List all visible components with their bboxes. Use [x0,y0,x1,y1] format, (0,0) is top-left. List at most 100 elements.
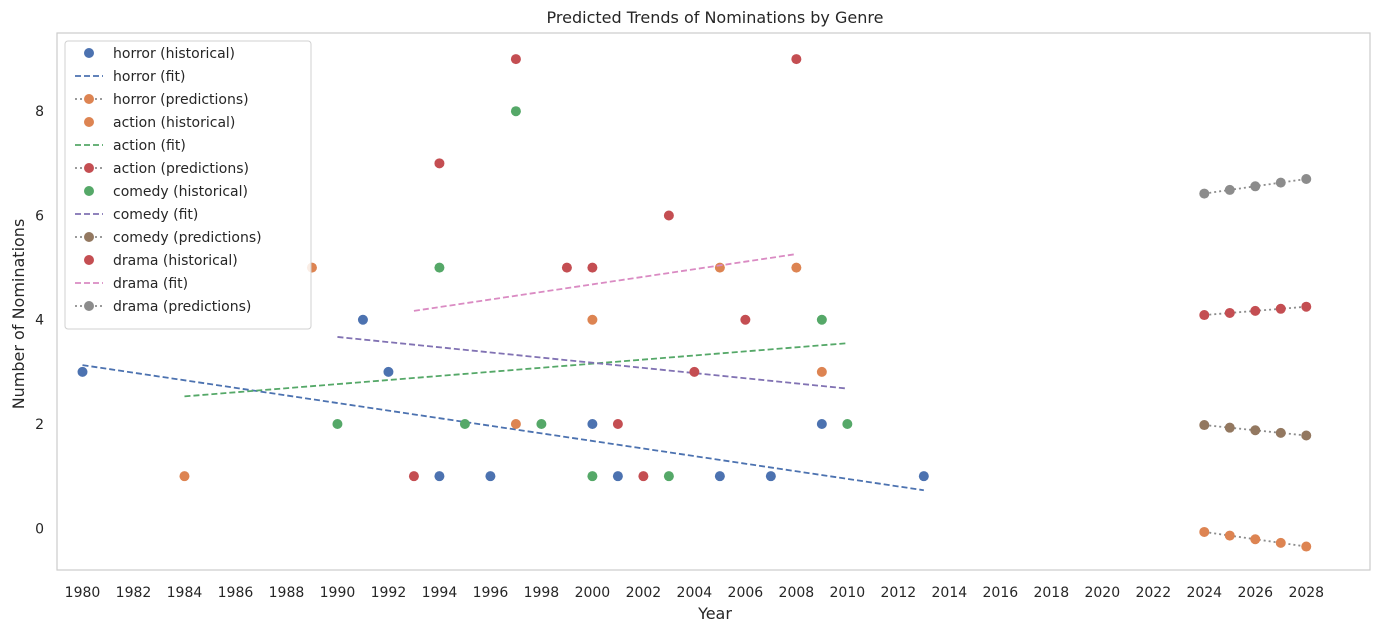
x-tick-label: 1986 [218,585,254,601]
x-tick-label: 2010 [830,585,866,601]
data-point [816,366,827,377]
series-2 [1199,526,1312,552]
data-point [77,366,88,377]
data-point [1301,541,1312,552]
x-tick-label: 1988 [269,585,305,601]
data-point [612,419,623,430]
y-tick-label: 6 [35,208,44,224]
data-point [485,471,496,482]
legend-marker-swatch [84,163,94,173]
data-point [816,314,827,325]
data-point [842,419,853,430]
data-point [1224,422,1235,433]
y-tick-label: 2 [35,417,44,433]
x-tick-label: 2020 [1084,585,1120,601]
chart-title: Predicted Trends of Nominations by Genre [547,8,884,27]
series-line [337,336,848,390]
data-point [536,419,547,430]
data-point [918,471,929,482]
legend-item: comedy (fit) [75,207,198,223]
data-point [587,471,598,482]
data-point [1275,177,1286,188]
data-point [1199,188,1210,199]
series-6 [332,106,853,482]
data-point [587,262,598,273]
data-point [1224,307,1235,318]
legend-item: drama (fit) [75,276,188,292]
data-point [1275,303,1286,314]
series-8 [1199,420,1312,441]
data-point [663,210,674,221]
legend-item: action (historical) [84,115,235,131]
x-tick-label: 2002 [626,585,662,601]
legend-marker-swatch [84,186,94,196]
x-tick-label: 1980 [65,585,101,601]
data-point [1250,305,1261,316]
legend-marker-swatch [84,94,94,104]
data-point [510,106,521,117]
x-tick-label: 2026 [1237,585,1273,601]
legend-item: horror (predictions) [75,92,249,108]
y-tick-label: 0 [35,521,44,537]
data-point [1199,310,1210,321]
plot-area [77,54,1312,552]
data-point [791,54,802,65]
data-point [1224,184,1235,195]
data-point [587,419,598,430]
legend-marker-swatch [84,232,94,242]
x-tick-label: 1994 [422,585,458,601]
x-tick-label: 2012 [881,585,917,601]
legend-label: comedy (historical) [113,184,248,200]
data-point [1301,430,1312,441]
data-point [1250,534,1261,545]
data-point [179,471,190,482]
legend-label: drama (fit) [113,276,188,292]
data-point [663,471,674,482]
legend-item: action (predictions) [75,161,249,177]
x-axis: 1980 1982 1984 1986 1988 1990 1992 1994 1996 1998… [65,585,1324,601]
series-line [413,253,797,312]
legend-label: action (historical) [113,115,235,131]
legend-item: horror (fit) [75,69,185,85]
x-tick-label: 2000 [575,585,611,601]
legend-item: horror (historical) [84,46,235,62]
x-tick-label: 2006 [728,585,764,601]
x-tick-label: 2004 [677,585,713,601]
legend-box [64,40,312,330]
data-point [1301,301,1312,312]
data-point [434,471,445,482]
data-point [434,158,445,169]
data-point [1250,425,1261,436]
data-point [816,419,827,430]
legend-marker-swatch [84,255,94,265]
x-tick-label: 2028 [1288,585,1324,601]
data-point [561,262,572,273]
y-tick-label: 4 [35,313,44,329]
series-11 [1199,173,1312,199]
data-point [1275,427,1286,438]
y-axis-label: Number of Nominations [9,219,28,410]
legend-label: horror (predictions) [113,92,249,108]
data-point [1224,530,1235,541]
data-point [1199,526,1210,537]
data-point [638,471,649,482]
x-tick-label: 1992 [371,585,407,601]
data-point [1250,181,1261,192]
legend-label: action (fit) [113,138,186,154]
legend-label: drama (historical) [113,253,238,269]
data-point [510,419,521,430]
data-point [714,262,725,273]
series-5 [1199,301,1312,321]
legend-label: horror (fit) [113,69,185,85]
x-tick-label: 2016 [983,585,1019,601]
x-tick-label: 1998 [524,585,560,601]
x-tick-label: 1996 [473,585,509,601]
data-point [408,471,419,482]
legend-marker-swatch [84,48,94,58]
data-point [332,419,343,430]
y-tick-label: 8 [35,104,44,120]
series-9 [408,54,802,482]
data-point [740,314,751,325]
x-axis-label: Year [697,604,732,623]
